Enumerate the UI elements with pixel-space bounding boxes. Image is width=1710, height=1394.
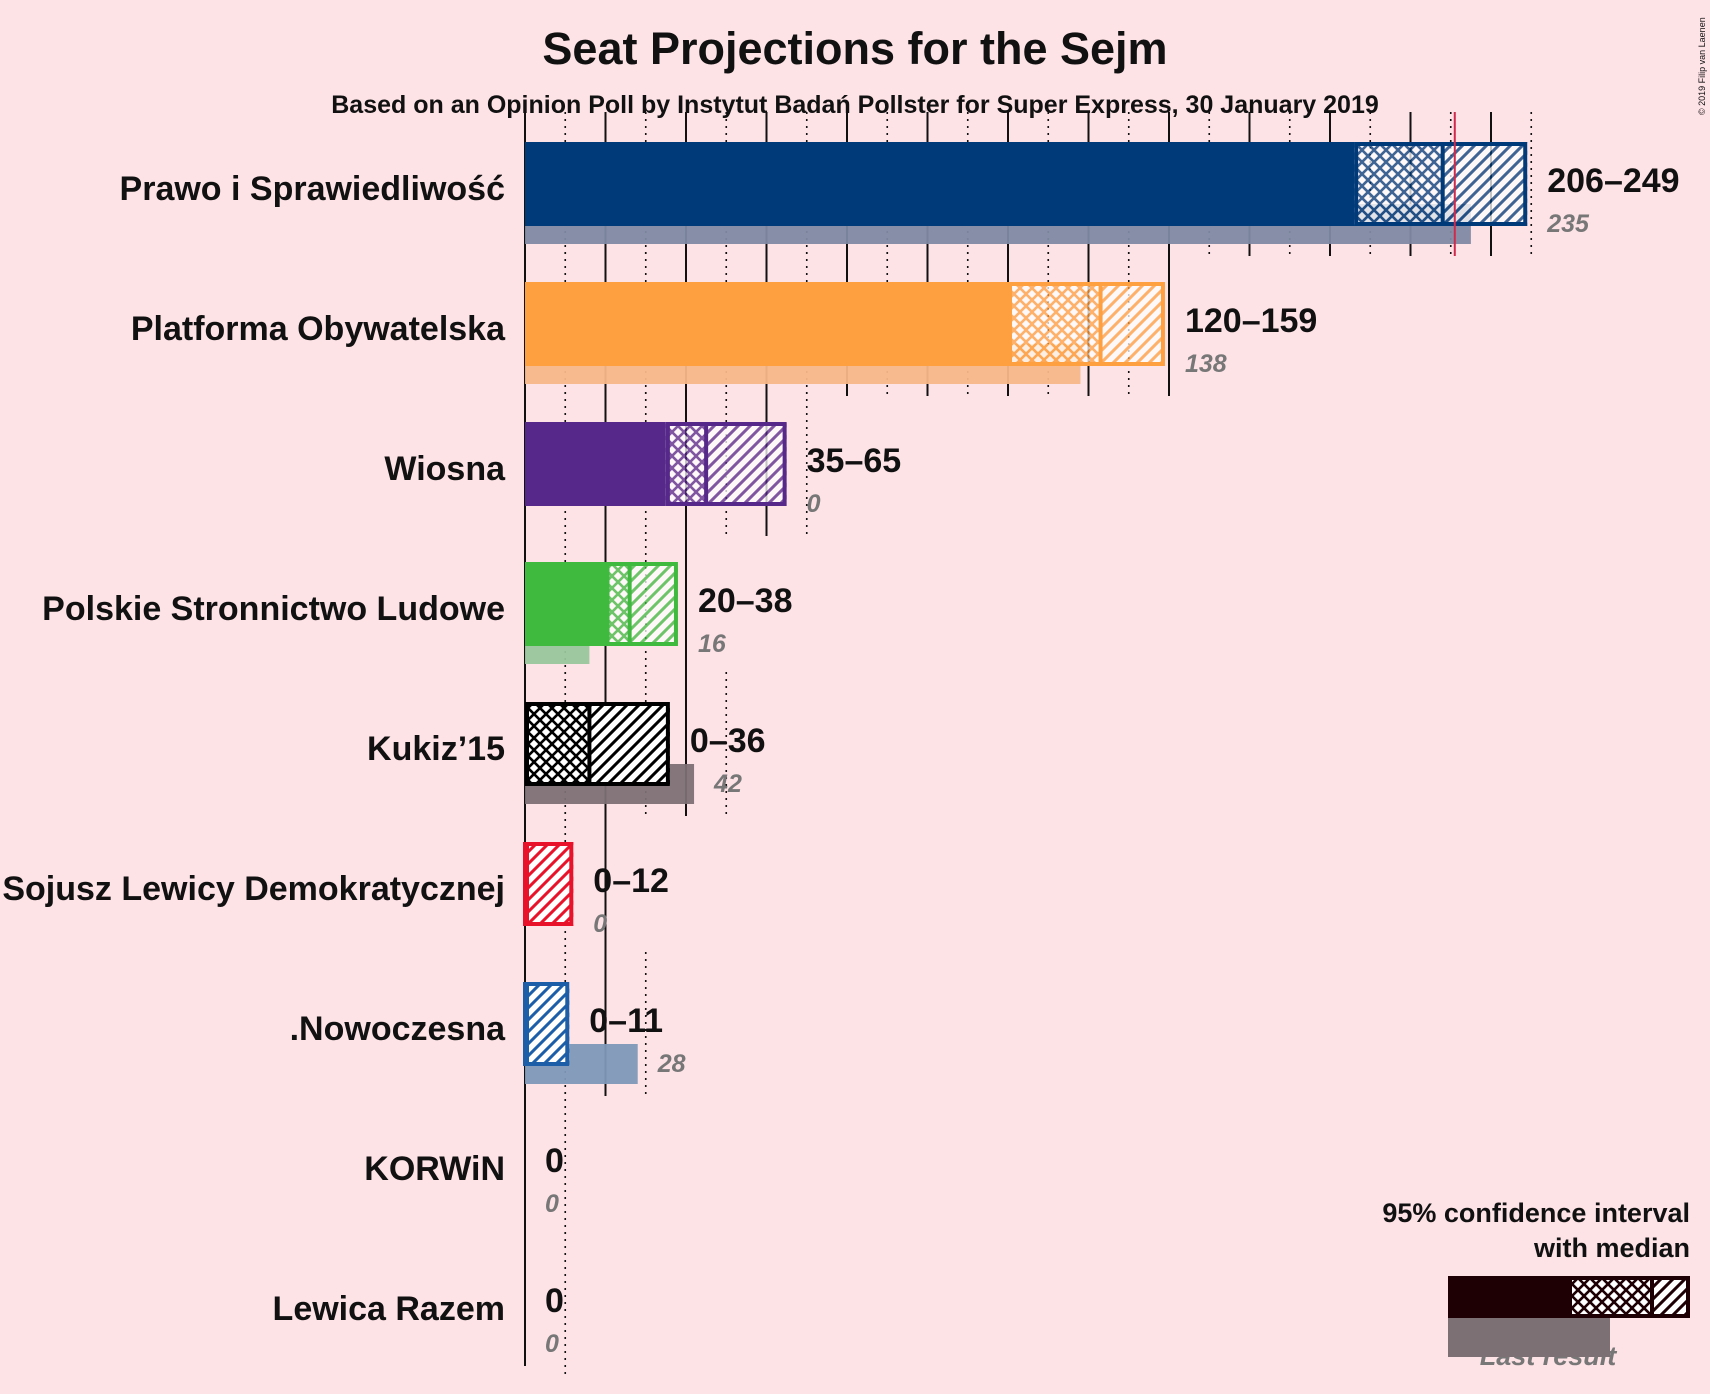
ci-solid-bar xyxy=(525,282,1008,366)
last-result-value: 0 xyxy=(593,910,607,938)
ci-outline xyxy=(1008,282,1165,366)
party-name: Kukiz’15 xyxy=(367,730,505,768)
seat-range-label: 20–38 xyxy=(698,582,793,620)
party-name: Prawo i Sprawiedliwość xyxy=(120,170,505,208)
legend-ci-line2: with median xyxy=(1533,1233,1690,1263)
party-row: Kukiz’15 0–36 42 xyxy=(367,702,766,804)
last-result-value: 28 xyxy=(657,1050,686,1078)
bars-layer: Prawo i Sprawiedliwość 206–249 235 Platform… xyxy=(2,112,1680,1358)
last-result-value: 16 xyxy=(698,630,727,658)
ci-outline xyxy=(605,562,678,646)
ci-lower-half xyxy=(605,562,630,646)
legend-sample xyxy=(1448,1276,1690,1357)
party-row: Platforma Obywatelska 120–159 138 xyxy=(131,282,1317,384)
seat-range-label: 0–12 xyxy=(593,862,669,900)
seat-range-label: 0 xyxy=(545,1142,564,1180)
ci-lower-half xyxy=(525,702,590,786)
ci-lower-half xyxy=(665,422,707,506)
party-name: Platforma Obywatelska xyxy=(131,310,506,348)
last-result-value: 138 xyxy=(1185,350,1227,378)
chart-subtitle: Based on an Opinion Poll by Instytut Bad… xyxy=(331,91,1379,119)
legend: 95% confidence interval with median Last… xyxy=(1382,1198,1690,1371)
party-row: Wiosna 35–65 0 xyxy=(384,422,901,518)
last-result-value: 235 xyxy=(1546,210,1590,238)
ci-upper-half xyxy=(525,842,574,926)
seat-range-label: 0–11 xyxy=(589,1002,663,1040)
ci-upper-half xyxy=(1442,142,1528,226)
party-row: Lewica Razem 0 0 xyxy=(273,1282,564,1358)
last-result-value: 0 xyxy=(545,1190,559,1218)
party-name: .Nowoczesna xyxy=(290,1010,506,1048)
ci-outline xyxy=(1354,142,1528,226)
last-result-value: 0 xyxy=(807,490,821,518)
ci-solid-bar xyxy=(525,142,1355,226)
ci-lower-half xyxy=(1354,142,1443,226)
seat-range-label: 0–36 xyxy=(690,722,766,760)
legend-last-bar xyxy=(1448,1317,1610,1357)
legend-diag xyxy=(1652,1276,1690,1318)
party-row: Prawo i Sprawiedliwość 206–249 235 xyxy=(120,142,1680,244)
ci-lower-half xyxy=(1008,282,1101,366)
chart-title: Seat Projections for the Sejm xyxy=(542,23,1167,74)
seat-range-label: 35–65 xyxy=(807,442,902,480)
ci-solid-bar xyxy=(525,562,606,646)
party-row: Polskie Stronnictwo Ludowe 20–38 16 xyxy=(42,562,792,664)
ci-upper-half xyxy=(589,702,670,786)
ci-solid-bar xyxy=(525,422,666,506)
legend-solid xyxy=(1448,1276,1570,1318)
copyright-note: © 2019 Filip van Laenen xyxy=(1697,17,1707,115)
party-row: .Nowoczesna 0–11 28 xyxy=(290,982,686,1084)
ci-outline xyxy=(665,422,787,506)
party-name: KORWiN xyxy=(364,1150,505,1188)
party-name: Polskie Stronnictwo Ludowe xyxy=(42,590,505,628)
ci-outline xyxy=(525,702,670,786)
party-name: Wiosna xyxy=(384,450,506,488)
last-result-value: 42 xyxy=(713,770,742,798)
last-result-value: 0 xyxy=(545,1330,559,1358)
party-row: KORWiN 0 0 xyxy=(364,1142,564,1218)
ci-upper-half xyxy=(629,562,678,646)
party-name: Sojusz Lewicy Demokratycznej xyxy=(2,870,505,908)
ci-upper-half xyxy=(706,422,787,506)
party-row: Sojusz Lewicy Demokratycznej 0–12 0 xyxy=(2,842,669,938)
party-name: Lewica Razem xyxy=(273,1290,505,1328)
seat-range-label: 0 xyxy=(545,1282,564,1320)
seat-range-label: 120–159 xyxy=(1185,302,1317,340)
legend-cross xyxy=(1570,1276,1652,1318)
seat-range-label: 206–249 xyxy=(1547,162,1679,200)
ci-upper-half xyxy=(525,982,570,1066)
legend-outline xyxy=(1568,1276,1690,1318)
ci-upper-half xyxy=(1100,282,1165,366)
legend-ci-line1: 95% confidence interval xyxy=(1382,1198,1690,1228)
